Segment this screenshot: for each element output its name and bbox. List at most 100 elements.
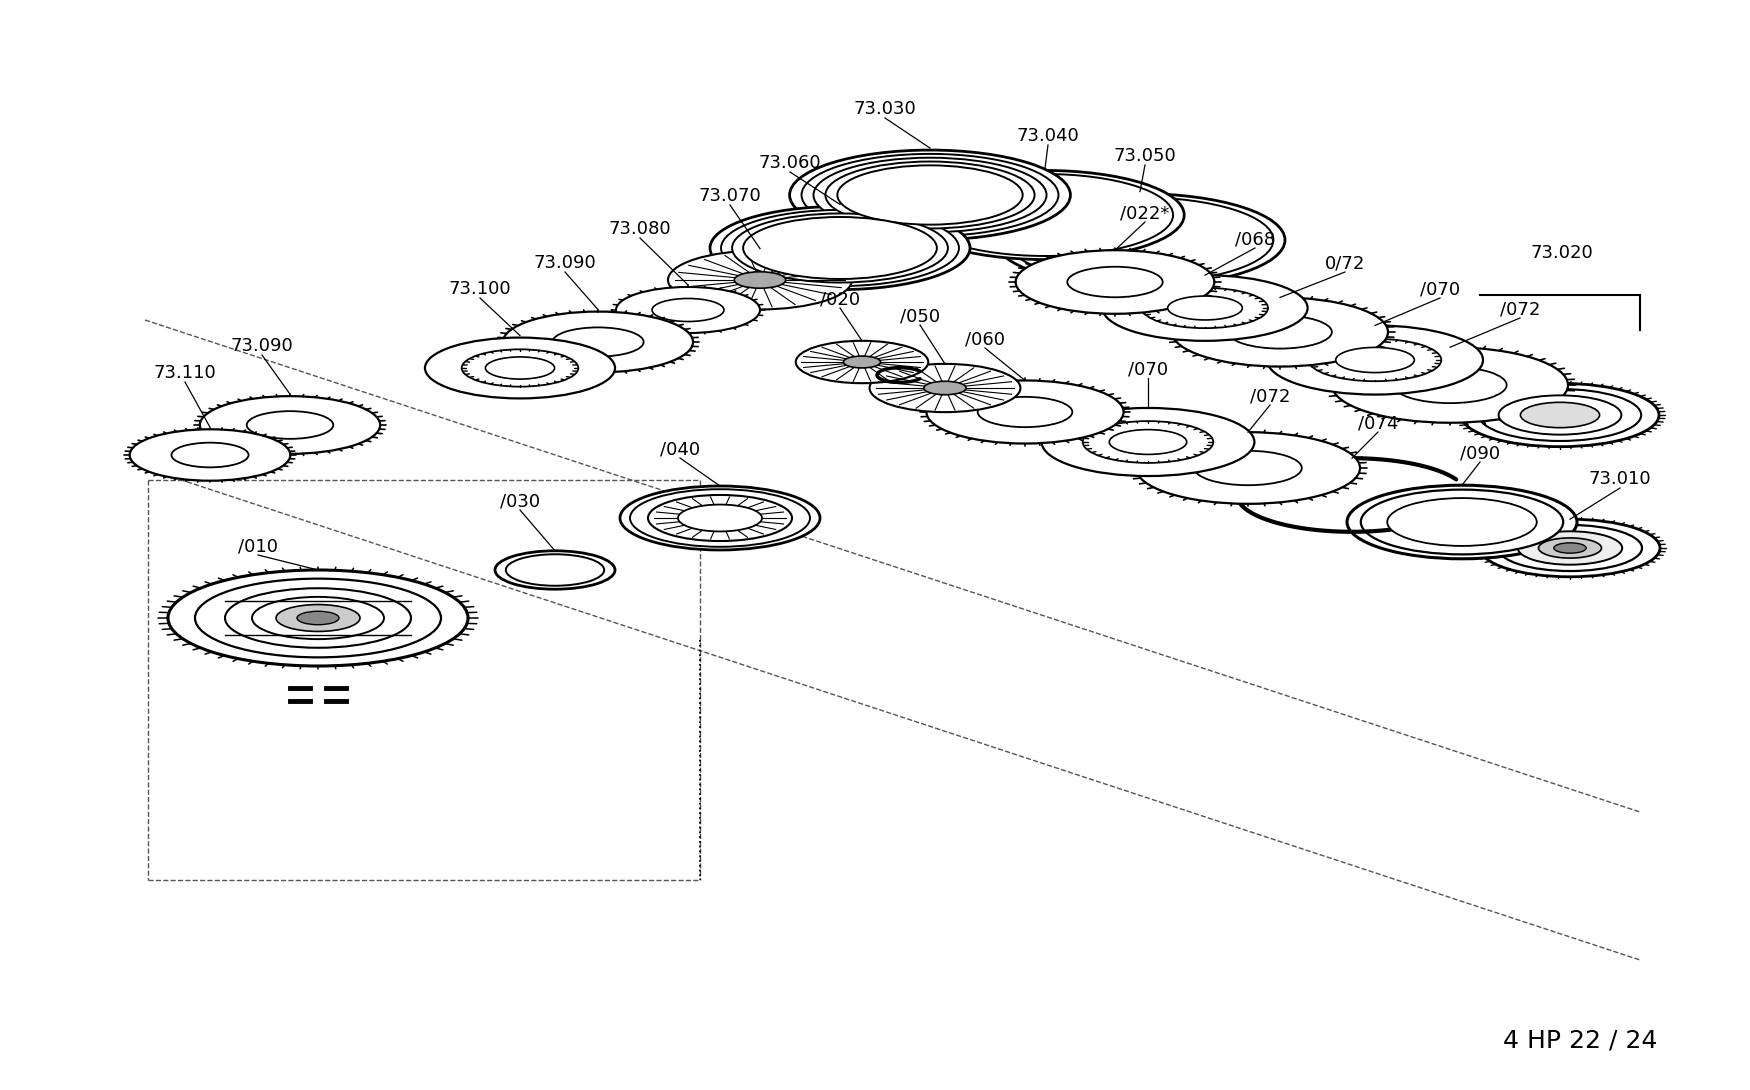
Ellipse shape [802, 154, 1059, 237]
Ellipse shape [1143, 288, 1269, 328]
Ellipse shape [502, 312, 693, 373]
Text: 73.030: 73.030 [854, 100, 917, 118]
Ellipse shape [1041, 408, 1255, 476]
Text: /090: /090 [1460, 444, 1500, 462]
Ellipse shape [168, 570, 467, 666]
Ellipse shape [926, 380, 1124, 444]
Text: 0/72: 0/72 [1325, 254, 1365, 272]
Ellipse shape [648, 495, 793, 541]
Ellipse shape [506, 554, 604, 585]
Text: 73.070: 73.070 [698, 187, 761, 205]
Text: 73.040: 73.040 [1017, 128, 1080, 145]
Text: /010: /010 [238, 537, 278, 555]
Ellipse shape [1172, 298, 1388, 366]
Ellipse shape [553, 327, 644, 356]
Ellipse shape [789, 150, 1071, 240]
Ellipse shape [247, 411, 332, 439]
Ellipse shape [1362, 489, 1563, 555]
Ellipse shape [1102, 275, 1307, 341]
Ellipse shape [978, 397, 1073, 427]
Ellipse shape [194, 579, 441, 657]
Ellipse shape [744, 217, 936, 279]
Ellipse shape [462, 349, 578, 387]
Ellipse shape [1521, 402, 1600, 427]
Text: /070: /070 [1419, 280, 1459, 298]
Ellipse shape [485, 356, 555, 379]
Ellipse shape [1388, 498, 1536, 546]
Ellipse shape [1517, 531, 1622, 565]
Ellipse shape [630, 489, 810, 547]
Ellipse shape [906, 170, 1185, 259]
Ellipse shape [1309, 339, 1442, 382]
Ellipse shape [721, 210, 959, 286]
Ellipse shape [1194, 451, 1302, 485]
Ellipse shape [700, 511, 740, 524]
Text: 73.080: 73.080 [609, 220, 672, 238]
Ellipse shape [1015, 251, 1214, 314]
Ellipse shape [1335, 348, 1414, 373]
Text: /072: /072 [1500, 300, 1540, 318]
Text: 73.020: 73.020 [1531, 244, 1592, 262]
Ellipse shape [1480, 519, 1661, 577]
Text: /060: /060 [964, 330, 1004, 348]
Ellipse shape [1068, 267, 1162, 298]
Ellipse shape [252, 597, 383, 639]
Ellipse shape [1538, 538, 1601, 558]
Ellipse shape [1393, 367, 1507, 403]
Ellipse shape [870, 364, 1020, 412]
Ellipse shape [200, 396, 380, 453]
Text: 73.050: 73.050 [1113, 147, 1176, 165]
Text: /030: /030 [500, 492, 541, 510]
Ellipse shape [1554, 543, 1586, 554]
Ellipse shape [1498, 525, 1642, 571]
Text: 73.090: 73.090 [231, 337, 294, 355]
Text: /072: /072 [1250, 387, 1290, 405]
Text: /068: /068 [1236, 230, 1276, 249]
Text: 4 HP 22 / 24: 4 HP 22 / 24 [1503, 1028, 1657, 1052]
Ellipse shape [1110, 429, 1186, 455]
Ellipse shape [130, 429, 290, 481]
Text: /020: /020 [821, 290, 859, 308]
Ellipse shape [1083, 421, 1213, 463]
Ellipse shape [844, 356, 880, 368]
Ellipse shape [276, 605, 360, 631]
Ellipse shape [1498, 396, 1622, 435]
Ellipse shape [836, 166, 1022, 225]
Ellipse shape [425, 338, 614, 399]
Ellipse shape [996, 194, 1284, 287]
Ellipse shape [814, 158, 1046, 232]
Text: /074: /074 [1358, 414, 1398, 432]
Ellipse shape [732, 214, 949, 282]
Ellipse shape [668, 251, 852, 310]
Ellipse shape [1167, 296, 1242, 320]
Text: 73.060: 73.060 [760, 154, 821, 172]
Ellipse shape [917, 174, 1172, 256]
Ellipse shape [1006, 197, 1274, 282]
Text: /050: /050 [900, 307, 940, 325]
Text: 73.110: 73.110 [154, 364, 217, 381]
Ellipse shape [1228, 315, 1332, 349]
Text: /040: /040 [660, 440, 700, 458]
Ellipse shape [924, 382, 966, 395]
Ellipse shape [1136, 432, 1360, 504]
Text: /022*: /022* [1120, 204, 1169, 222]
Ellipse shape [710, 206, 970, 290]
Text: 73.100: 73.100 [448, 280, 511, 298]
Ellipse shape [1332, 348, 1568, 423]
Ellipse shape [226, 589, 411, 647]
Text: 73.090: 73.090 [534, 254, 597, 272]
Ellipse shape [1267, 326, 1482, 395]
Text: /070: /070 [1129, 360, 1167, 378]
Ellipse shape [653, 299, 724, 322]
Ellipse shape [620, 486, 821, 550]
Ellipse shape [298, 611, 340, 625]
Ellipse shape [677, 505, 761, 532]
Ellipse shape [616, 287, 760, 334]
Ellipse shape [1479, 389, 1642, 441]
Ellipse shape [826, 161, 1034, 229]
Ellipse shape [1461, 384, 1659, 447]
Ellipse shape [1348, 485, 1577, 559]
Text: 73.010: 73.010 [1589, 470, 1652, 488]
Ellipse shape [495, 550, 614, 590]
Ellipse shape [796, 341, 928, 384]
